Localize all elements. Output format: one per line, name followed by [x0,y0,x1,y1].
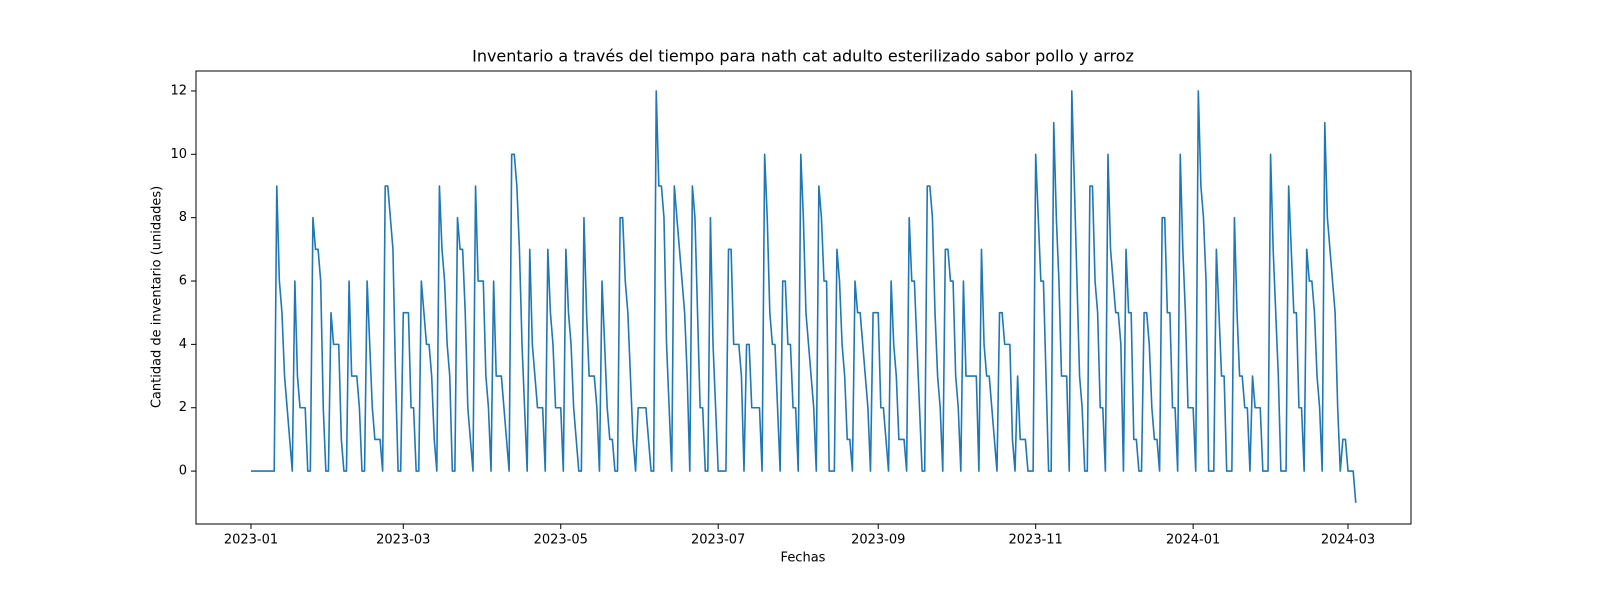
x-tick-label: 2023-01 [224,533,278,548]
y-tick-label: 0 [179,464,187,479]
plot-frame [195,70,1412,525]
data-line [250,90,1357,503]
y-tick-label: 8 [179,210,187,225]
x-tick-label: 2024-01 [1166,533,1220,548]
x-axis-label: Fechas [781,551,826,566]
x-tick-label: 2023-07 [691,533,745,548]
x-tick-label: 2024-03 [1321,533,1375,548]
x-tick-label: 2023-11 [1009,533,1063,548]
y-tick-label: 6 [179,274,187,289]
x-tick-label: 2023-03 [376,533,430,548]
y-tick-label: 10 [170,147,187,162]
x-tick-label: 2023-09 [851,533,905,548]
y-tick-label: 4 [179,337,187,352]
y-axis-label: Cantidad de inventario (unidades) [150,186,165,408]
x-tick-label: 2023-05 [534,533,588,548]
y-tick-label: 2 [179,400,187,415]
y-tick-label: 12 [170,83,187,98]
chart-title: Inventario a través del tiempo para nath… [472,47,1134,66]
